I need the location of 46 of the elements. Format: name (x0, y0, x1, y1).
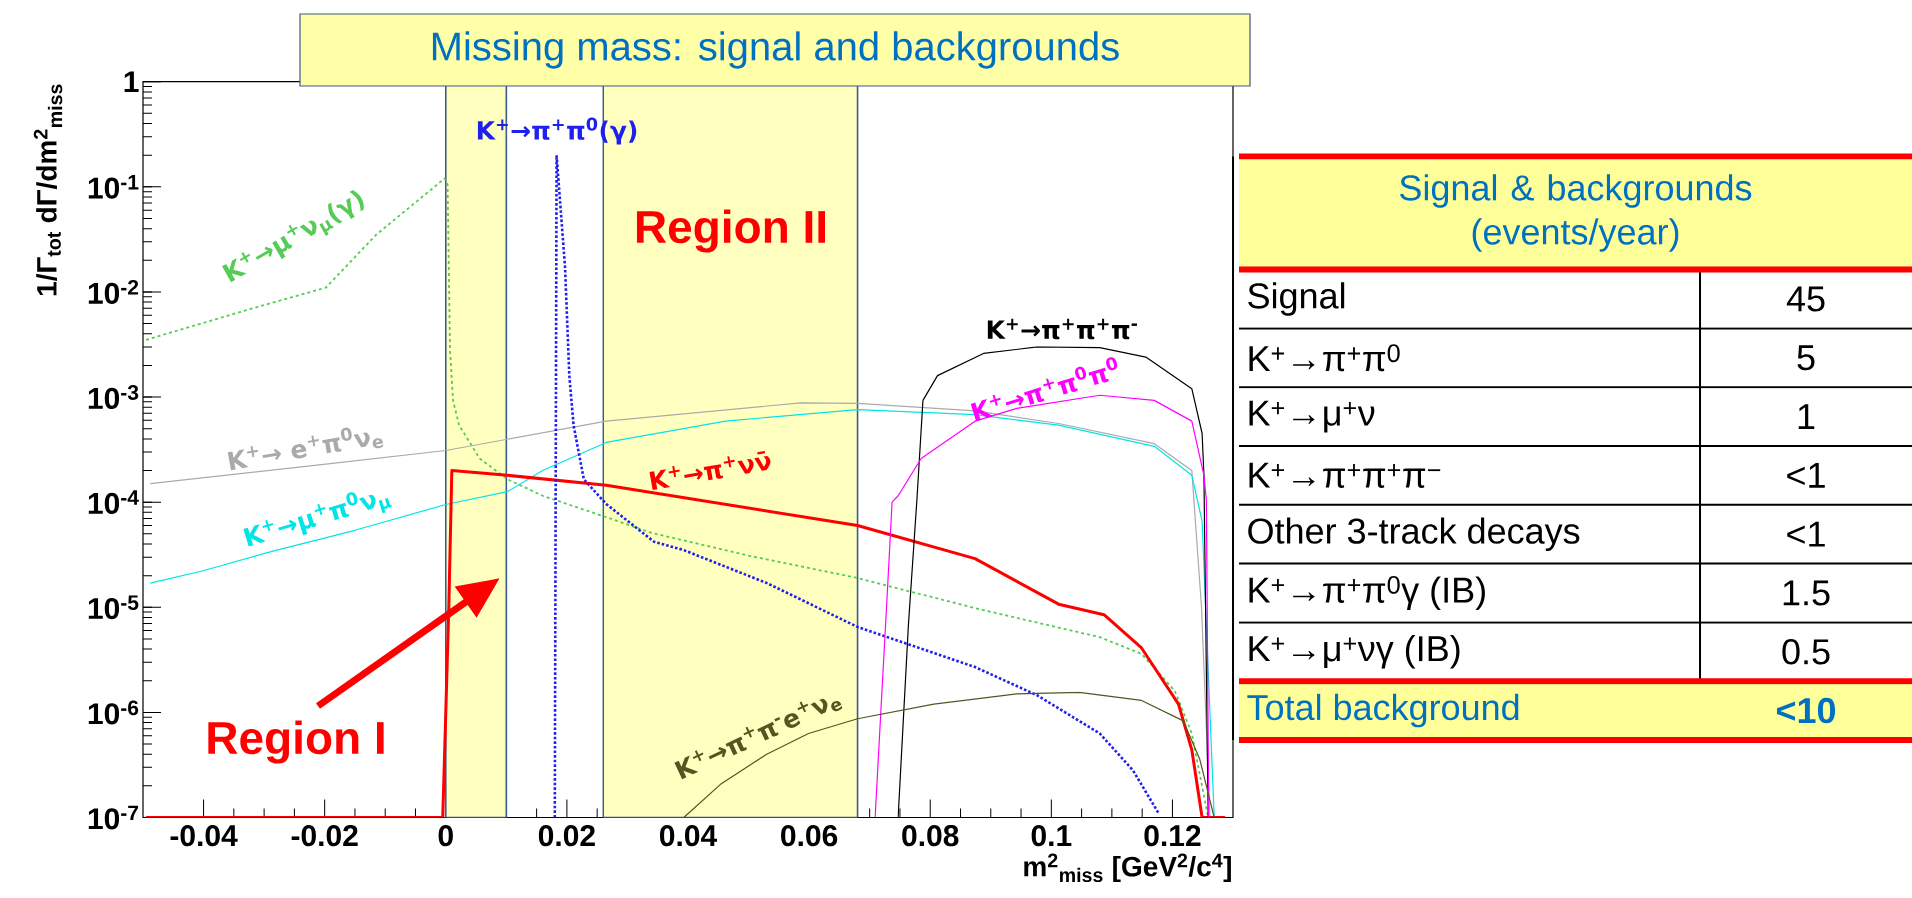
category-label: Signal (1248, 282, 1345, 316)
text: K$^{+}$→ e$^{+}$π$^{0}$ν$_{e}$ (227, 427, 384, 471)
x-tick-label: 0.02 (538, 825, 595, 847)
text: K$^{+}$→π$^{+}$π$^{0}$π$^{0}$ (970, 357, 1118, 422)
y-tick-label: 1 (124, 71, 139, 93)
series-label: K$^{+}$→π$^{+}$π$^{+}$π$^{-}$ (987, 318, 1138, 340)
y-tick-label: 10$^{-3}$ (88, 385, 139, 410)
y-tick-label: 10$^{-1}$ (88, 174, 139, 199)
text: <10 (1776, 697, 1836, 724)
x-tick-label: 0.1 (1031, 825, 1072, 847)
text: 1.5 (1783, 580, 1830, 606)
text: 45 (1786, 286, 1825, 312)
category-label: Total background (1247, 693, 1519, 728)
chart-title: Missing mass: signal and backgrounds (432, 31, 1119, 69)
text: 1 (1798, 404, 1815, 429)
y-tick-label: 10$^{-2}$ (88, 279, 139, 304)
y-axis-title: 1/Γ$_{tot}$ dΓ/dm$^{2}$miss (33, 84, 63, 296)
x-tick-label: 0.08 (902, 825, 959, 847)
text: K$^{+}$→π$^{+}$νν̄ (649, 450, 771, 491)
category-label: K$^{+}$→π$^{+}$π$^{+}$π$^{−}$ (1249, 462, 1441, 488)
band-label: Region I (208, 720, 384, 764)
x-axis-title: m$^{2}$$_{miss}$ [GeV$^{2}$/c$^{4}$] (1024, 853, 1231, 883)
x-tick-label: 0.12 (1144, 825, 1201, 847)
category-label: K$^{+}$→π$^{+}$π$^{0}$γ (IB) (1249, 575, 1485, 611)
text: 5 (1797, 345, 1815, 371)
x-tick-label: 0 (438, 825, 453, 847)
text: K$^{+}$→μ$^{+}$π$^{0}$ν$_{μ}$ (243, 492, 392, 547)
category-label: K$^{+}$→μ$^{+}$νγ (IB) (1249, 635, 1460, 669)
y-tick-label: 10$^{-5}$ (88, 595, 139, 620)
y-tick-label: 10$^{-4}$ (88, 490, 139, 515)
y-tick-label: 10$^{-7}$ (88, 805, 139, 830)
text: <1 (1787, 463, 1825, 488)
x-tick-label: -0.04 (170, 825, 238, 847)
x-tick-label: 0.06 (781, 825, 838, 847)
category-label: K$^{+}$→μ$^{+}$ν (1249, 400, 1375, 433)
x-tick-label: 0.04 (660, 825, 718, 847)
text: <1 (1787, 521, 1825, 547)
text: 0.5 (1782, 639, 1830, 665)
text: K$^{+}$→π$^{+}$π$^{-}$e$^{+}$ν$_{e}$ (674, 698, 843, 780)
x-tick-label: -0.02 (291, 825, 358, 847)
text: Signal & backgrounds (events/year) (1400, 174, 1752, 252)
category-label: K$^{+}$→π$^{+}$π$^{0}$ (1249, 344, 1400, 372)
category-label: Other 3-track decays (1248, 517, 1580, 551)
band-label: Region II (636, 209, 826, 253)
y-tick-label: 10$^{-6}$ (88, 700, 139, 725)
text: K$^{+}$→μ$^{+}$ν$_{μ}$(γ) (222, 190, 364, 283)
